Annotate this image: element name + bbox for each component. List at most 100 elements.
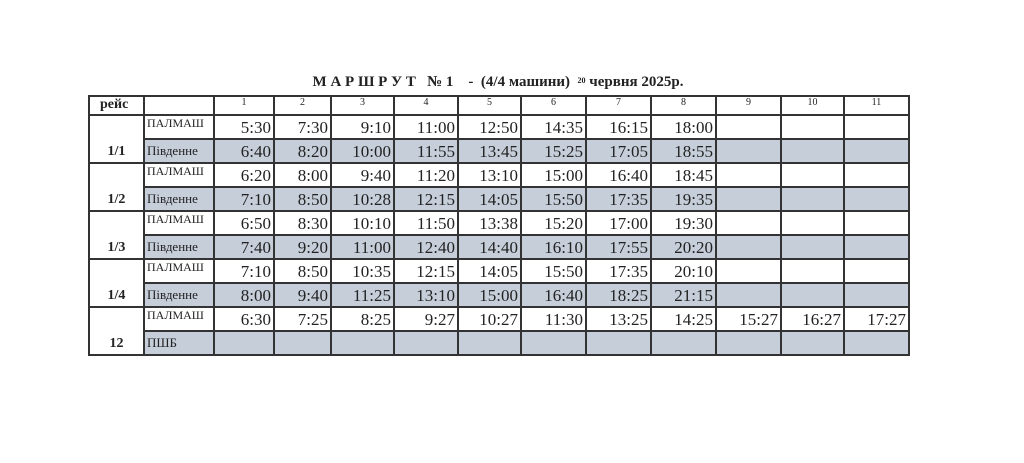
time-cell [520,330,587,356]
time-cell: 16:40 [520,282,587,308]
stop-name: ПАЛМАШ [143,258,215,284]
stop-name: ПАЛМАШ [143,210,215,236]
column-number: 5 [457,95,522,116]
time-cell: 17:35 [585,258,652,284]
time-cell [843,162,910,188]
header-row: рейс 1 2 3 4 5 6 7 8 9 10 11 [88,95,910,116]
time-cell: 14:35 [520,114,587,140]
time-cell: 8:25 [330,306,395,332]
route-subtitle: - (4/4 машини) [468,74,571,90]
time-cell: 12:50 [457,114,522,140]
schedule-row: Південне 8:00 9:40 11:25 13:10 15:00 16:40 18:2… [89,282,910,308]
time-cell [273,330,332,356]
time-cell [715,210,782,236]
time-cell [843,114,910,140]
time-cell: 8:00 [273,162,332,188]
time-cell [843,234,910,260]
time-cell: 8:50 [273,258,332,284]
time-cell: 7:30 [273,114,332,140]
time-cell: 15:00 [520,162,587,188]
time-cell [780,282,845,308]
time-cell: 14:05 [457,186,522,212]
stop-name: Південне [143,186,215,212]
column-number: 1 [213,95,275,116]
schedule-row: Південне 6:40 8:20 10:00 11:55 13:45 15:25 17:0… [89,138,910,164]
time-cell: 17:35 [585,186,652,212]
time-cell [780,114,845,140]
schedule-row: ПШБ [89,330,910,356]
time-cell [715,258,782,284]
schedule-row: 1/4 ПАЛМАШ 7:10 8:50 10:35 12:15 14:05 15:50 17:… [88,258,910,308]
time-cell: 15:00 [457,282,522,308]
time-cell: 17:55 [585,234,652,260]
time-cell [780,234,845,260]
column-number: 11 [843,95,910,116]
reys-label: 1/3 [88,210,145,260]
time-cell: 6:30 [213,306,275,332]
time-cell: 18:45 [650,162,717,188]
time-cell: 10:00 [330,138,395,164]
column-number: 9 [715,95,782,116]
time-cell [780,258,845,284]
column-number: 6 [520,95,587,116]
column-number: 2 [273,95,332,116]
time-cell: 11:20 [393,162,459,188]
date-day: 20 [577,76,586,85]
time-cell: 10:27 [457,306,522,332]
column-number: 10 [780,95,845,116]
time-cell: 9:10 [330,114,395,140]
column-number: 8 [650,95,717,116]
time-cell: 20:10 [650,258,717,284]
time-cell: 15:50 [520,186,587,212]
time-cell: 12:40 [393,234,459,260]
schedule-row: 1/3 ПАЛМАШ 6:50 8:30 10:10 11:50 13:38 15:20 17:… [88,210,910,260]
stop-name: Південне [143,234,215,260]
time-cell [843,282,910,308]
time-cell: 8:30 [273,210,332,236]
time-cell [213,330,275,356]
schedule-row: 1/2 ПАЛМАШ 6:20 8:00 9:40 11:20 13:10 15:00 16:4… [88,162,910,212]
column-number: 4 [393,95,459,116]
time-cell: 8:00 [213,282,275,308]
stop-name: ПАЛМАШ [143,114,215,140]
time-cell [843,210,910,236]
route-title: М А Р Ш Р У Т № 1 [312,74,454,90]
column-number: 7 [585,95,652,116]
time-cell: 19:35 [650,186,717,212]
time-cell: 11:00 [393,114,459,140]
time-cell: 12:15 [393,186,459,212]
time-cell [780,162,845,188]
time-cell: 16:15 [585,114,652,140]
time-cell [715,234,782,260]
time-cell [780,210,845,236]
time-cell: 9:20 [273,234,332,260]
time-cell [780,138,845,164]
time-cell: 17:27 [843,306,910,332]
time-cell [715,162,782,188]
time-cell [843,330,910,356]
stop-name: ПАЛМАШ [143,162,215,188]
reys-label: 1/4 [88,258,145,308]
time-cell: 12:15 [393,258,459,284]
time-cell: 16:27 [780,306,845,332]
column-number: 3 [330,95,395,116]
reys-header: рейс [88,95,145,116]
time-cell: 18:25 [585,282,652,308]
time-cell: 7:40 [213,234,275,260]
time-cell: 7:10 [213,258,275,284]
time-cell: 18:55 [650,138,717,164]
time-cell: 14:40 [457,234,522,260]
schedule-row: 12 ПАЛМАШ 6:30 7:25 8:25 9:27 10:27 11:30 13:25 1… [88,306,910,356]
time-cell [780,330,845,356]
time-cell: 8:50 [273,186,332,212]
time-cell [715,330,782,356]
time-cell: 17:00 [585,210,652,236]
time-cell: 15:25 [520,138,587,164]
time-cell [457,330,522,356]
time-cell: 10:35 [330,258,395,284]
time-cell: 7:10 [213,186,275,212]
time-cell: 15:27 [715,306,782,332]
time-cell [715,114,782,140]
time-cell: 13:25 [585,306,652,332]
